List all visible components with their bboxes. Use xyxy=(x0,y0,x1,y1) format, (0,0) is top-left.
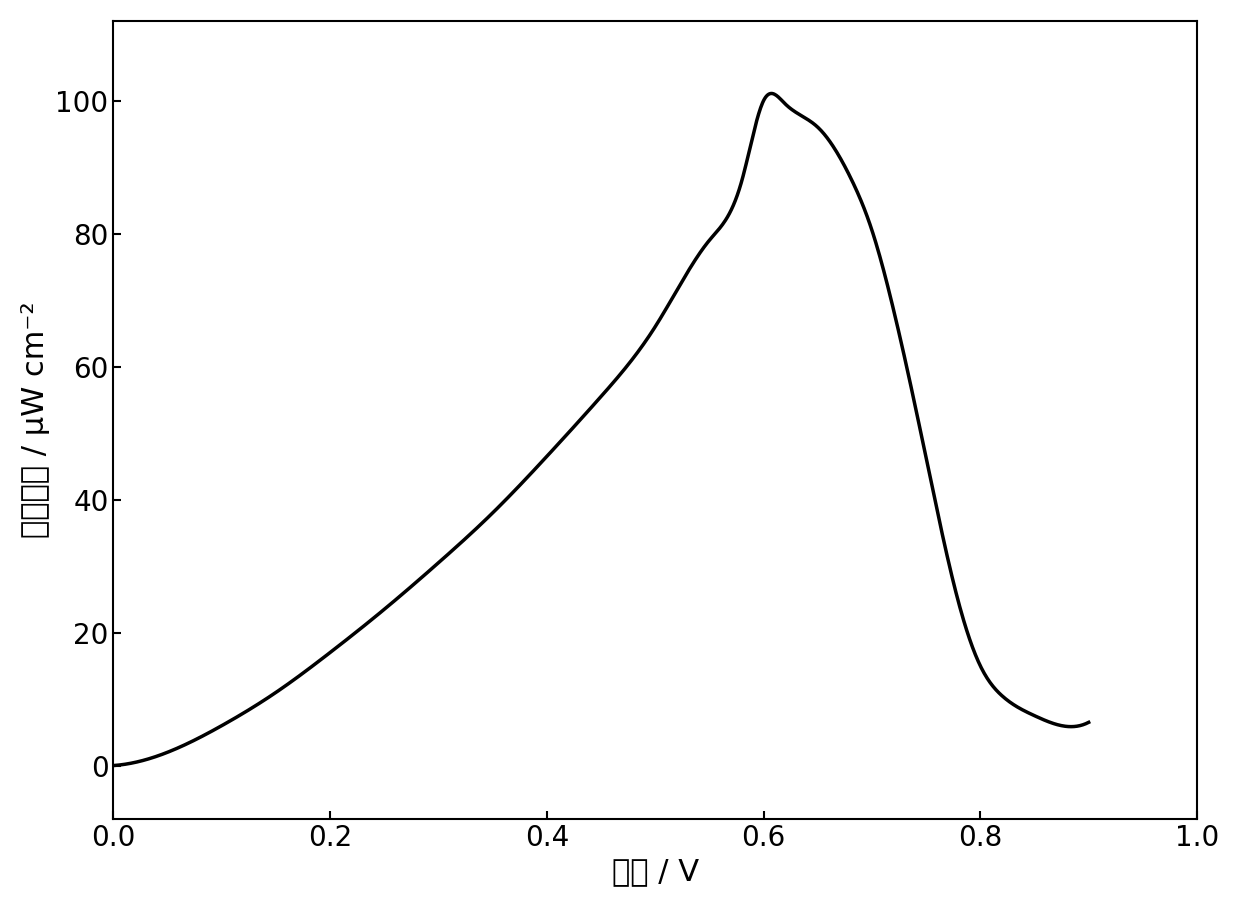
X-axis label: 电位 / V: 电位 / V xyxy=(611,857,699,886)
Y-axis label: 功率密度 / μW cm⁻²: 功率密度 / μW cm⁻² xyxy=(21,301,50,538)
